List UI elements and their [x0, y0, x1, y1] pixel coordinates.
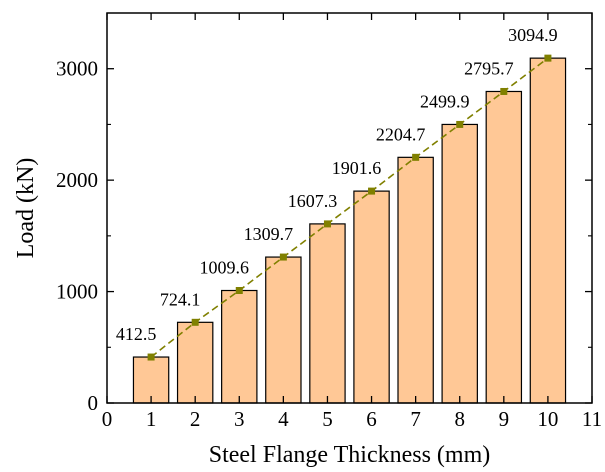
y-axis-title: Load (kN) [13, 158, 39, 259]
x-tick-label-1: 1 [146, 407, 157, 431]
y-tick-label-0: 0 [88, 391, 99, 415]
y-tick-labels: 0 1000 2000 3000 [56, 57, 98, 415]
bar-7 [397, 156, 434, 404]
marker-4 [279, 253, 287, 261]
ticks-layer [106, 13, 593, 404]
bar-8 [441, 123, 478, 404]
x-tick-labels: 0 1 2 3 4 5 6 7 8 9 10 11 [102, 407, 602, 431]
marker-3 [235, 287, 243, 295]
bar-5 [309, 223, 346, 404]
marker-9 [500, 87, 508, 95]
x-tick-label-10: 10 [537, 407, 558, 431]
x-tick-label-2: 2 [190, 407, 201, 431]
x-tick-label-7: 7 [410, 407, 421, 431]
data-label-3: 1009.6 [200, 258, 250, 278]
y-tick-label-1000: 1000 [56, 280, 98, 304]
trend-line [150, 57, 549, 358]
plot-frame [106, 12, 593, 404]
bars-layer [132, 57, 567, 404]
bar-10 [529, 57, 567, 404]
y-tick-label-2000: 2000 [56, 168, 98, 192]
bar-9 [485, 90, 523, 404]
data-label-1: 412.5 [116, 324, 157, 344]
bar-6 [353, 190, 390, 404]
bar-4 [265, 256, 302, 404]
bar-1 [132, 356, 170, 404]
marker-2 [191, 318, 199, 326]
data-label-4: 1309.7 [244, 224, 294, 244]
data-label-10: 3094.9 [508, 25, 558, 45]
markers-layer [147, 54, 552, 361]
data-label-7: 2204.7 [376, 124, 426, 144]
bar-2 [176, 321, 214, 404]
data-label-9: 2795.7 [464, 58, 514, 78]
marker-1 [147, 353, 155, 361]
x-tick-label-0: 0 [102, 407, 113, 431]
x-tick-label-6: 6 [366, 407, 377, 431]
x-tick-label-8: 8 [454, 407, 465, 431]
marker-8 [456, 120, 464, 128]
x-tick-label-4: 4 [278, 407, 289, 431]
x-tick-label-9: 9 [499, 407, 510, 431]
marker-7 [412, 153, 420, 161]
data-label-2: 724.1 [160, 289, 201, 309]
data-label-8: 2499.9 [420, 91, 470, 111]
x-tick-label-11: 11 [582, 407, 602, 431]
bar-3 [221, 289, 258, 404]
y-tick-label-3000: 3000 [56, 57, 98, 81]
x-tick-label-3: 3 [234, 407, 245, 431]
data-label-5: 1607.3 [288, 191, 338, 211]
marker-6 [368, 187, 376, 195]
marker-10 [544, 54, 552, 62]
x-axis-title: Steel Flange Thickness (mm) [209, 442, 491, 468]
marker-5 [323, 220, 331, 228]
data-label-6: 1901.6 [332, 158, 382, 178]
x-tick-label-5: 5 [322, 407, 333, 431]
